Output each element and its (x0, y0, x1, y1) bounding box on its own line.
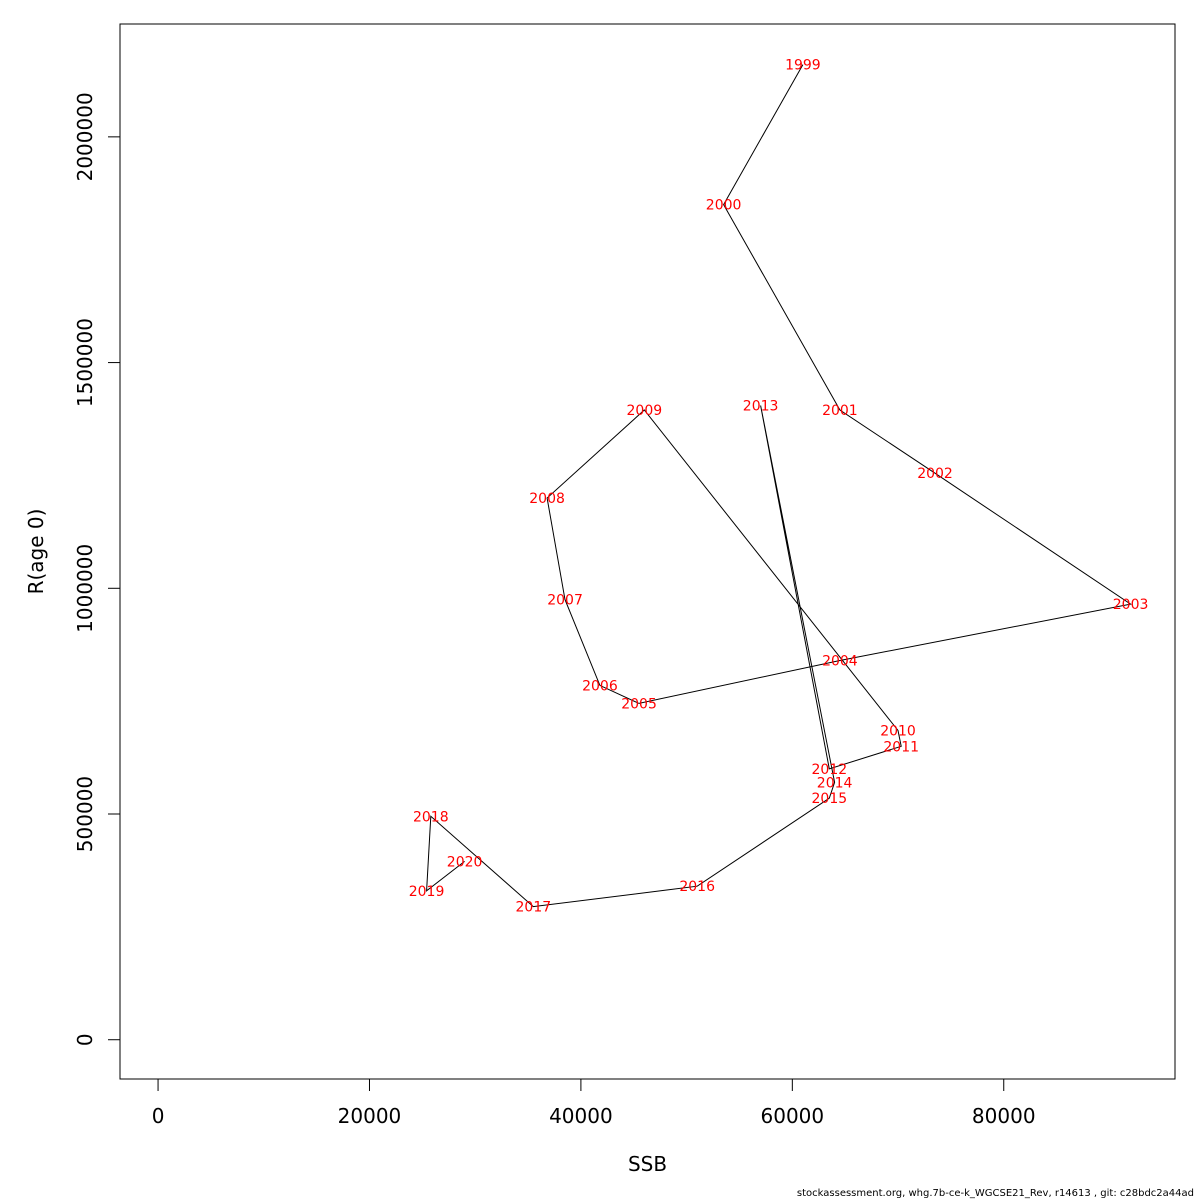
plot-frame (119, 23, 1176, 1080)
x-tick-label: 40000 (549, 1104, 613, 1128)
year-label-2013: 2013 (743, 398, 779, 414)
x-tick-label: 60000 (761, 1104, 825, 1128)
x-axis-title: SSB (628, 1152, 667, 1176)
x-tick-label: 0 (152, 1104, 165, 1128)
year-label-2016: 2016 (679, 879, 715, 895)
year-label-2008: 2008 (529, 491, 565, 507)
y-tick-label: 1000000 (73, 544, 97, 633)
year-label-2004: 2004 (822, 654, 858, 670)
x-tick-label: 80000 (972, 1104, 1036, 1128)
year-label-2015: 2015 (812, 791, 848, 807)
year-label-2014: 2014 (817, 775, 853, 791)
y-axis-title: R(age 0) (24, 509, 48, 595)
year-label-2002: 2002 (917, 466, 953, 482)
footer-credit: stockassessment.org, whg.7b-ce-k_WGCSE21… (796, 1188, 1194, 1199)
year-label-2019: 2019 (409, 884, 445, 900)
year-label-2020: 2020 (447, 854, 483, 870)
year-label-2005: 2005 (621, 696, 657, 712)
year-label-1999: 1999 (785, 58, 821, 74)
y-tick-label: 1500000 (73, 318, 97, 407)
x-tick-label: 20000 (338, 1104, 402, 1128)
year-label-2017: 2017 (516, 900, 552, 916)
year-label-2003: 2003 (1113, 597, 1149, 613)
sr-path-line (426, 64, 1132, 908)
sr-trajectory (426, 64, 1132, 908)
year-label-2007: 2007 (547, 593, 583, 609)
year-label-2018: 2018 (413, 809, 449, 825)
year-label-2001: 2001 (822, 403, 858, 419)
year-label-2006: 2006 (582, 678, 618, 694)
y-tick-label: 0 (73, 1033, 97, 1046)
x-axis: 0 20000 40000 60000 80000 (152, 1078, 1036, 1128)
year-label-2009: 2009 (627, 403, 663, 419)
year-label-2010: 2010 (880, 723, 916, 739)
y-tick-label: 500000 (73, 776, 97, 852)
y-tick-label: 2000000 (73, 92, 97, 181)
year-label-2000: 2000 (706, 198, 742, 214)
year-label-2011: 2011 (883, 739, 919, 755)
y-axis: 0 500000 1000000 1500000 2000000 (73, 92, 121, 1046)
year-label-2012: 2012 (812, 762, 848, 778)
